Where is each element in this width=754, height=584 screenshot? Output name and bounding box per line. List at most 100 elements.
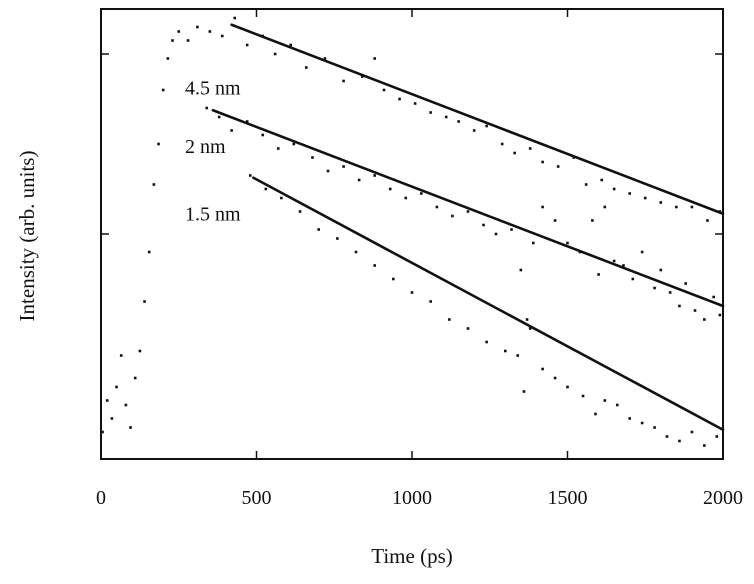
data-point [594,412,597,416]
x-tick-label: 2000 [703,487,743,509]
data-point [628,192,631,195]
data-point [665,435,669,438]
data-point [451,214,454,218]
data-point [541,160,544,164]
data-point [522,390,526,393]
data-point [643,196,647,200]
data-point [138,349,142,353]
data-point [448,318,451,321]
data-point [541,367,544,371]
data-point [280,196,283,200]
data-point [152,183,156,186]
data-point [404,196,408,200]
data-point [115,385,118,389]
data-point [615,403,619,407]
data-point [703,318,706,321]
data-point [382,88,386,92]
series-4-5-nm: 4.5 nm [101,16,725,434]
data-point [640,250,644,254]
data-point [485,124,488,128]
data-point [553,219,557,222]
data-point [566,385,569,389]
data-point [248,174,252,177]
data-point [541,205,544,209]
data-point [600,178,604,182]
data-point [628,417,631,420]
data-point [217,115,221,119]
data-point [326,169,330,173]
data-point [110,417,114,420]
data-point [531,241,535,245]
data-point [220,34,224,38]
data-point [373,174,376,177]
fit-line [211,108,725,308]
data-point [373,264,376,267]
series-layer: 4.5 nm 2 nm 1.5 nm [101,16,725,447]
series-1-5-nm: 1.5 nm [185,174,725,447]
data-point [261,133,265,137]
data-point [398,97,401,101]
data-point [171,39,174,42]
series-label: 2 nm [185,136,226,158]
data-point [105,399,109,402]
data-point [413,102,417,105]
data-point [166,57,170,60]
data-point [612,259,616,263]
x-tick-label: 1500 [548,487,588,509]
data-point [675,205,678,209]
data-point [205,106,209,110]
data-point [712,295,715,299]
data-point [519,268,523,272]
x-axis-tick-labels: 0 500 1000 1500 2000 [96,487,743,509]
plot-frame [100,8,724,460]
data-point [392,277,395,281]
data-point [584,183,588,186]
data-point [342,165,345,168]
data-point [245,120,249,123]
data-point [101,430,104,434]
data-point [208,30,212,33]
y-axis-ticks [101,53,723,235]
data-point [622,264,625,267]
data-point [143,300,146,303]
data-point [566,241,569,245]
data-point [703,444,706,447]
data-point [230,129,233,132]
data-point [273,52,277,56]
data-point [323,57,327,60]
data-point [292,142,296,146]
data-point [298,210,302,213]
y-axis-title: Intensity (arb. units) [15,151,39,322]
data-point [513,151,516,155]
data-point [317,228,320,231]
data-point [597,273,600,276]
data-point [129,426,132,429]
data-point [304,66,308,69]
data-point [410,291,414,294]
data-point [482,223,485,227]
series-label: 4.5 nm [185,78,241,100]
data-point [631,277,635,281]
data-point [653,426,656,429]
data-point [706,219,709,222]
data-point [147,250,151,254]
data-point [603,399,607,402]
data-point [119,354,123,357]
series-label: 1.5 nm [185,204,241,226]
data-point [494,232,498,236]
data-point [690,205,694,209]
data-point [276,147,280,150]
data-point [659,201,663,204]
data-point [177,30,181,33]
x-axis-title: Time (ps) [371,544,453,568]
data-point [233,16,237,20]
data-point [429,111,432,114]
data-point [678,304,681,308]
data-point [591,219,594,222]
data-point [289,43,293,47]
data-point [653,286,656,290]
data-point [556,165,560,168]
x-tick-label: 500 [242,487,272,509]
data-point [612,187,616,191]
